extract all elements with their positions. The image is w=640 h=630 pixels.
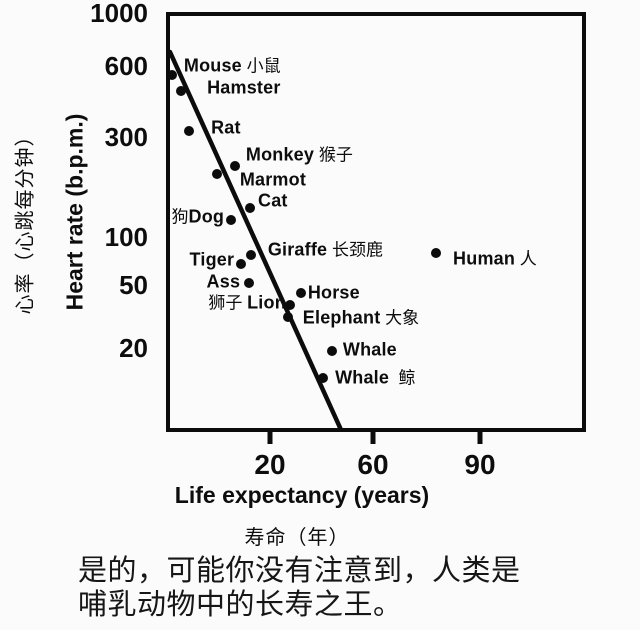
point-label-horse: Horse — [308, 283, 360, 302]
y-tick-label-300: 300 — [104, 122, 148, 152]
label-text-en: Elephant — [302, 307, 381, 328]
caption-line-2: 哺乳动物中的长寿之王。 — [78, 589, 403, 621]
point-label-human: Human 人 — [453, 250, 537, 269]
point-label-hamster: Hamster — [207, 78, 280, 97]
point-dot-horse — [295, 287, 306, 298]
label-text-zh: 长颈鹿 — [327, 240, 383, 260]
label-text-en: Whale — [342, 339, 397, 360]
point-label-tiger: Tiger — [190, 251, 235, 270]
point-label-rat: Rat — [211, 118, 241, 137]
label-text-zh: 大象 — [380, 308, 420, 328]
y-tick-label-50: 50 — [119, 270, 148, 300]
label-text-en: Monkey — [245, 144, 315, 165]
point-dot-hamster — [176, 85, 187, 96]
label-text-zh: 猴子 — [314, 145, 353, 165]
caption-line-1: 是的，可能你没有注意到，人类是 — [78, 555, 521, 587]
y-tick-label-20: 20 — [119, 333, 148, 363]
label-text-en: Whale — [335, 367, 390, 388]
label-text-en: Horse — [307, 282, 360, 303]
y-tick-label-600: 600 — [104, 51, 148, 81]
plot-area: Mouse 小鼠 Hamster Rat Monkey 猴子 Marmot Cat 狗Dog… — [166, 12, 586, 432]
point-label-marmot: Marmot — [240, 171, 306, 190]
point-label-dog: 狗Dog — [172, 207, 225, 226]
label-text-en: Rat — [211, 117, 241, 138]
point-dot-lion — [284, 300, 295, 311]
point-dot-marmot — [211, 169, 222, 180]
label-text-zh: 狗 — [171, 207, 189, 227]
x-tick-label-90: 90 — [464, 449, 496, 480]
point-dot-human — [431, 248, 442, 259]
point-label-giraffe: Giraffe 长颈鹿 — [268, 241, 383, 260]
label-text-en: Mouse — [183, 55, 242, 76]
caption: 是的，可能你没有注意到，人类是 哺乳动物中的长寿之王。 — [78, 554, 521, 622]
point-dot-tiger — [236, 259, 247, 269]
label-text-en: Marmot — [239, 169, 307, 190]
y-tick-label-100: 100 — [104, 222, 148, 252]
label-text-zh: 小鼠 — [241, 56, 281, 76]
point-label-cat: Cat — [258, 192, 288, 211]
x-tick-mark-60 — [370, 432, 376, 444]
label-text-en: Hamster — [207, 77, 281, 98]
point-dot-giraffe — [245, 250, 256, 261]
x-axis-title-en: Life expectancy (years) — [174, 482, 430, 508]
point-label-whale-1: Whale — [343, 340, 397, 359]
trend-line-svg — [167, 49, 345, 432]
label-text-en: Ass — [206, 271, 241, 292]
trend-line — [167, 49, 345, 432]
x-tick-label-20: 20 — [254, 449, 286, 480]
point-label-elephant: Elephant 大象 — [303, 308, 419, 327]
point-dot-whale-1 — [326, 345, 337, 356]
label-text-en: Lion — [247, 292, 286, 313]
y-axis-title-zh: 心率（心跳每分钟） — [14, 125, 37, 315]
label-text-en: Giraffe — [267, 239, 328, 260]
label-text-zh: 人 — [515, 249, 537, 269]
label-text-en: Dog — [188, 206, 225, 227]
x-tick-label-60: 60 — [357, 449, 389, 480]
point-dot-mouse — [166, 70, 177, 80]
label-text-zh: 狮子 — [208, 293, 248, 313]
point-dot-ass — [244, 277, 255, 288]
point-dot-rat — [184, 125, 195, 136]
point-label-lion: 狮子 Lion — [208, 294, 286, 313]
label-text-zh: 鲸 — [389, 368, 416, 388]
label-text-en: Human — [453, 248, 516, 269]
point-dot-dog — [226, 214, 237, 225]
point-label-ass: Ass — [207, 272, 241, 291]
y-tick-label-1000: 1000 — [90, 0, 148, 28]
point-label-mouse: Mouse 小鼠 — [184, 57, 281, 76]
point-dot-cat — [245, 203, 255, 214]
point-dot-monkey — [229, 161, 240, 172]
point-label-monkey: Monkey 猴子 — [246, 146, 353, 165]
point-dot-whale-2 — [318, 372, 329, 383]
x-axis-title-zh: 寿命（年） — [244, 527, 350, 549]
x-tick-mark-20 — [267, 432, 273, 444]
x-tick-mark-90 — [477, 432, 483, 444]
label-text-en: Tiger — [189, 249, 235, 270]
label-text-en: Cat — [258, 190, 288, 211]
point-label-whale-2: Whale 鲸 — [335, 368, 415, 387]
point-dot-elephant — [282, 311, 293, 322]
